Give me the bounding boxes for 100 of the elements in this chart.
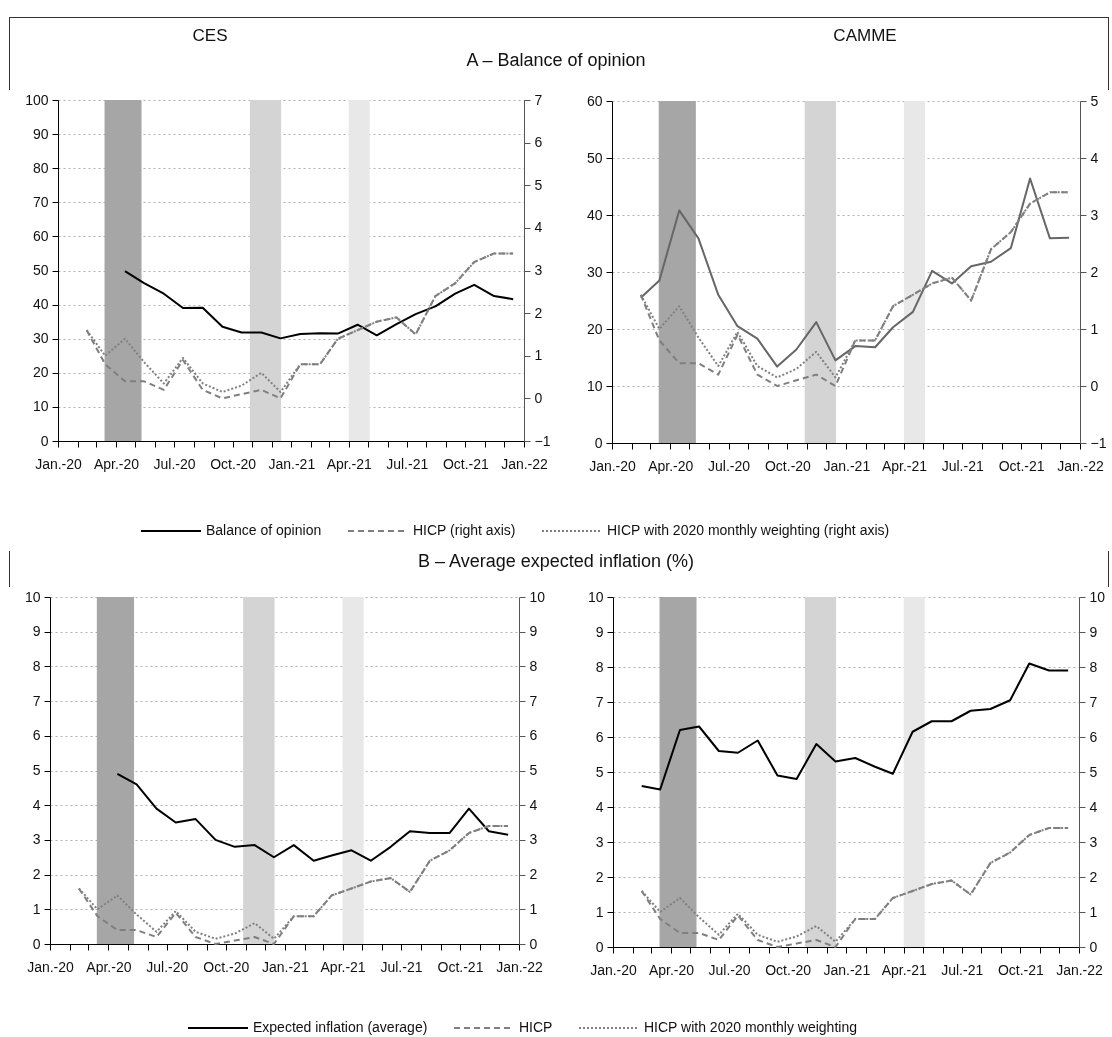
x-tick-label: Jan.-21 [823, 457, 871, 474]
y2-tick-label: 1 [1090, 320, 1099, 337]
x-tick-label: Jul.-21 [941, 961, 984, 978]
y2-tick-label: 5 [1089, 763, 1098, 780]
y2-tick-label: 2 [1089, 868, 1098, 885]
y-tick-label: 6 [595, 728, 604, 745]
x-tick-label: Jul.-20 [708, 961, 751, 978]
y2-tick-label: 1 [529, 900, 538, 917]
y2-tick-label: 5 [1090, 92, 1099, 109]
x-tick-label: Apr.-20 [93, 455, 140, 472]
x-tick-label: Jan.-21 [268, 455, 316, 472]
y-tick-label: 70 [32, 193, 49, 210]
x-tick-label: Jan.-20 [35, 455, 83, 472]
legend-label: HICP (right axis) [413, 522, 516, 538]
x-tick-label: Jan.-21 [261, 958, 309, 975]
x-tick-label: Jul.-21 [380, 958, 423, 975]
x-tick-label: Oct.-21 [998, 457, 1045, 474]
y2-tick-label: 6 [529, 727, 538, 744]
x-tick-label: Oct.-21 [997, 961, 1045, 978]
y2-tick-label: 2 [1090, 263, 1099, 280]
y2-tick-label: 0 [529, 935, 538, 952]
x-tick-label: Jan.-22 [1057, 457, 1105, 474]
y2-tick-label: 5 [529, 762, 538, 778]
y-tick-label: 9 [595, 623, 604, 640]
x-tick-label: Apr.-20 [648, 457, 694, 474]
x-tick-label: Jul.-21 [941, 457, 984, 474]
x-tick-label: Apr.-20 [648, 961, 695, 978]
y-tick-label: 9 [32, 623, 41, 640]
y-tick-label: 6 [32, 727, 41, 744]
y-tick-label: 3 [32, 831, 41, 848]
y-tick-label: 8 [32, 657, 41, 674]
x-tick-label: Jan.-22 [1056, 961, 1104, 978]
y2-tick-label: 7 [529, 692, 538, 709]
y2-tick-label: 4 [1090, 149, 1099, 166]
y-tick-label: 10 [586, 377, 603, 394]
y2-tick-label: 0 [534, 389, 543, 406]
y2-tick-label: 2 [534, 304, 543, 321]
y-tick-label: 100 [25, 91, 49, 108]
y2-tick-label: 10 [1089, 588, 1106, 605]
y2-tick-label: 6 [1089, 728, 1098, 745]
y-tick-label: 60 [32, 227, 49, 244]
y-tick-label: 20 [32, 364, 49, 381]
y-tick-label: 5 [32, 762, 41, 778]
y2-tick-label: 9 [529, 623, 538, 640]
y-tick-label: 40 [586, 206, 603, 223]
y2-tick-label: 4 [1089, 798, 1098, 815]
y2-tick-label: 1 [1089, 903, 1098, 920]
y2-tick-label: 8 [1089, 658, 1098, 675]
x-tick-label: Jan.-20 [27, 958, 75, 975]
x-tick-label: Apr.-21 [881, 961, 927, 978]
legend-label: HICP with 2020 monthly weighting (right axis) [607, 522, 890, 538]
y2-tick-label: 0 [1090, 377, 1099, 394]
y-tick-label: 10 [587, 588, 604, 605]
y-tick-label: 1 [32, 900, 41, 917]
x-tick-label: Jan.-22 [496, 958, 544, 975]
y2-tick-label: 4 [529, 796, 538, 813]
y-tick-label: 3 [595, 833, 604, 850]
x-tick-label: Oct.-20 [210, 455, 257, 472]
y-tick-label: 8 [595, 658, 604, 675]
x-tick-label: Apr.-20 [86, 958, 132, 975]
y-tick-label: 7 [32, 692, 41, 709]
y-tick-label: 2 [32, 866, 41, 883]
x-tick-label: Apr.-21 [881, 457, 928, 474]
y2-tick-label: 3 [1090, 206, 1099, 223]
y2-tick-label: 10 [529, 588, 546, 605]
y2-tick-label: 6 [534, 134, 543, 151]
y-tick-label: 10 [32, 398, 49, 415]
y-tick-label: 0 [32, 935, 41, 952]
x-tick-label: Jan.-20 [589, 457, 637, 474]
legend-label: HICP [519, 1019, 553, 1035]
y-tick-label: 0 [595, 938, 604, 955]
x-tick-label: Jul.-20 [146, 958, 189, 975]
x-tick-label: Jul.-20 [708, 457, 751, 474]
y-tick-label: 90 [32, 125, 49, 142]
x-tick-label: Apr.-21 [320, 958, 366, 975]
y-tick-label: 10 [24, 588, 41, 605]
y2-tick-label: 7 [534, 91, 543, 108]
y2-tick-label: 9 [1089, 623, 1098, 640]
y2-tick-label: 8 [529, 657, 538, 674]
x-tick-label: Oct.-20 [765, 961, 812, 978]
x-tick-label: Jan.-21 [823, 961, 871, 978]
y-tick-label: 50 [586, 149, 603, 166]
y-tick-label: 0 [40, 432, 49, 449]
y-tick-label: 0 [594, 434, 603, 451]
y2-tick-label: −1 [1090, 434, 1107, 451]
y-tick-label: 40 [32, 296, 49, 313]
y2-tick-label: 0 [1089, 938, 1098, 955]
y-tick-label: 4 [595, 798, 604, 815]
y-tick-label: 1 [595, 903, 604, 920]
y-tick-label: 7 [595, 693, 604, 710]
y2-tick-label: 3 [529, 831, 538, 848]
x-tick-label: Jul.-20 [153, 455, 196, 472]
chart-title: CES [192, 26, 228, 46]
x-tick-label: Oct.-20 [764, 457, 812, 474]
x-tick-label: Jan.-20 [590, 961, 638, 978]
y-tick-label: 5 [595, 763, 604, 780]
y2-tick-label: 3 [1089, 833, 1098, 850]
x-tick-label: Apr.-21 [326, 455, 372, 472]
x-tick-label: Jul.-21 [386, 455, 429, 472]
y-tick-label: 50 [32, 262, 49, 278]
